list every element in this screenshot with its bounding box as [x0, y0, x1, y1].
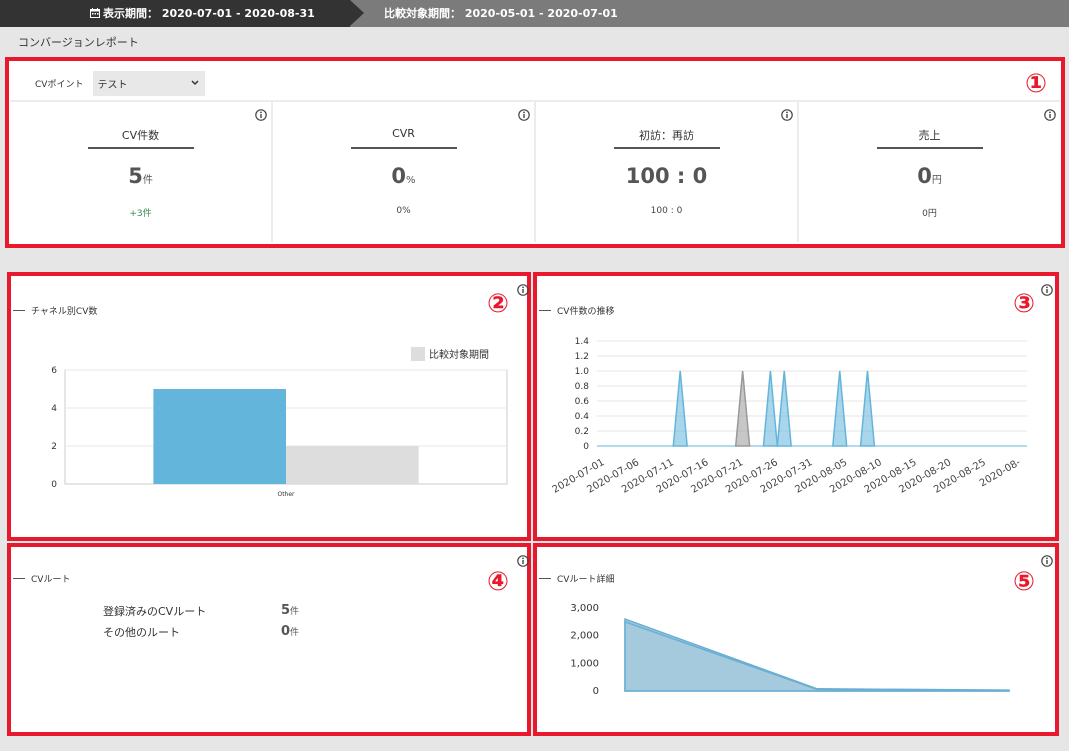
y-tick-label: 1,000: [570, 658, 599, 669]
compare-period[interactable]: 比較対象期間： 2020-05-01 - 2020-07-01: [384, 0, 618, 27]
panel-title: CV件数の推移: [539, 304, 614, 317]
y-tick-label: 1.0: [575, 367, 590, 377]
legend-label: 比較対象期間: [429, 348, 489, 361]
y-tick-label: 0: [51, 480, 57, 490]
period-bar: 表示期間： 2020-07-01 - 2020-08-31 比較対象期間： 20…: [0, 0, 1069, 27]
compare-period-value: 2020-05-01 - 2020-07-01: [464, 7, 618, 20]
y-tick-label: 1.2: [575, 352, 589, 362]
data-spike: [831, 370, 848, 447]
annotation-4: ④: [487, 567, 510, 597]
annotation-2: ②: [487, 289, 510, 319]
cv-point-selected: テスト: [97, 79, 128, 91]
kpi-cvr: CVR 0% 0%: [273, 102, 536, 242]
kpi-title: 売上: [918, 129, 941, 142]
info-icon[interactable]: [781, 106, 793, 121]
data-spike: [776, 370, 793, 447]
cv-point-select[interactable]: テスト: [93, 70, 206, 96]
info-icon[interactable]: [517, 552, 529, 567]
panel-title: CVルート: [13, 572, 70, 585]
route-value: 5件: [281, 603, 300, 618]
kpi-title: CV件数: [121, 129, 160, 142]
route-detail-area-chart: 3,000 2,000 1,000 0: [570, 603, 1010, 697]
kpi-cv-count: CV件数 5件 +3件: [10, 102, 273, 242]
data-spike: [734, 370, 751, 447]
info-icon[interactable]: [1041, 552, 1053, 567]
y-tick-label: 2,000: [570, 631, 599, 642]
route-label: 登録済みのCVルート: [103, 605, 207, 618]
kpi-value: 0%: [391, 164, 416, 188]
cv-point-row: CVポイント テスト: [35, 70, 206, 96]
bar: [153, 389, 286, 484]
route-row: その他のルート 0件: [103, 624, 303, 640]
display-period-value: 2020-07-01 - 2020-08-31: [161, 7, 315, 20]
period-arrow: [350, 0, 364, 26]
kpi-sub: 0円: [922, 209, 937, 219]
kpi-sub: +3件: [129, 209, 152, 219]
panel-title: チャネル別CV数: [13, 304, 97, 317]
info-icon[interactable]: [518, 106, 530, 121]
kpi-sub: 100 : 0: [650, 206, 683, 216]
data-spike: [672, 370, 688, 447]
kpi-sales: 売上 0円 0円: [799, 102, 1060, 242]
calendar-icon: [90, 8, 100, 18]
kpi-sub: 0%: [396, 206, 411, 216]
display-period[interactable]: 表示期間： 2020-07-01 - 2020-08-31: [90, 0, 315, 27]
route-row: 登録済みのCVルート 5件: [103, 603, 303, 619]
annotation-1: ①: [1025, 69, 1048, 99]
kpi-title: CVR: [392, 127, 415, 140]
kpi-underline: [87, 147, 194, 149]
route-value: 0件: [281, 624, 300, 639]
panel-title: CVルート詳細: [539, 572, 614, 585]
area-series: [624, 620, 1010, 692]
y-tick-label: 0: [593, 686, 599, 697]
kpi-value: 5件: [128, 164, 153, 188]
y-tick-label: 0.6: [575, 397, 590, 407]
kpi-first-repeat: 初訪：再訪 100 : 0 100 : 0: [536, 102, 799, 242]
y-tick-label: 0.2: [575, 427, 589, 437]
bar: [286, 446, 419, 484]
kpi-value: 0円: [917, 164, 942, 188]
kpi-underline: [613, 147, 720, 149]
y-tick-label: 3,000: [570, 603, 599, 614]
legend-swatch: [411, 347, 425, 361]
route-panel: ④ CVルート 登録済みのCVルート 5件 その他のルート 0件: [7, 543, 531, 736]
kpi-underline: [876, 147, 983, 149]
kpi-panel: CVポイント テスト ① CV件数 5件 +3件 CVR 0% 0% 初訪：再訪: [5, 57, 1065, 248]
chevron-down-icon: [191, 78, 199, 89]
info-icon[interactable]: [517, 281, 529, 296]
data-spike: [762, 370, 779, 447]
trend-area-chart: 1.41.21.00.80.60.40.202020-07-012020-07-…: [551, 337, 1027, 496]
kpi-underline: [350, 147, 457, 149]
kpi-row: CV件数 5件 +3件 CVR 0% 0% 初訪：再訪 100 : 0 100 …: [10, 100, 1060, 242]
info-icon[interactable]: [1044, 106, 1056, 121]
info-icon[interactable]: [255, 106, 267, 121]
x-tick-label: Other: [277, 491, 295, 498]
y-tick-label: 2: [51, 442, 57, 452]
display-period-segment: [0, 0, 350, 27]
channel-panel: ② チャネル別CV数 6 4 2 0 Other 比較対象期間: [7, 272, 531, 541]
route-label: その他のルート: [103, 626, 180, 639]
y-tick-label: 0: [583, 442, 589, 452]
page-title: コンバージョンレポート: [18, 36, 139, 49]
compare-period-label: 比較対象期間：: [384, 7, 461, 20]
y-tick-label: 0.4: [575, 412, 590, 422]
annotation-5: ⑤: [1013, 567, 1036, 597]
info-icon[interactable]: [1041, 281, 1053, 296]
y-tick-label: 4: [51, 404, 57, 414]
kpi-value: 100 : 0: [625, 164, 708, 188]
trend-panel: ③ CV件数の推移 1.4 1.2 1.0 0.8 0.6 0.4 0.2 0 2020-07-…: [533, 272, 1059, 541]
y-tick-label: 1.4: [575, 337, 590, 347]
data-spike: [859, 370, 876, 447]
annotation-3: ③: [1013, 289, 1036, 319]
y-tick-label: 6: [51, 366, 57, 376]
route-detail-panel: ⑤ CVルート詳細 3,000 2,000 1,000 0: [533, 543, 1059, 736]
kpi-title: 初訪：再訪: [639, 129, 694, 142]
channel-bar-chart: 6 4 2 0 Other 比較対象期間: [51, 347, 508, 498]
display-period-label: 表示期間：: [103, 7, 158, 20]
cv-point-label: CVポイント: [35, 79, 84, 90]
y-tick-label: 0.8: [575, 382, 590, 392]
